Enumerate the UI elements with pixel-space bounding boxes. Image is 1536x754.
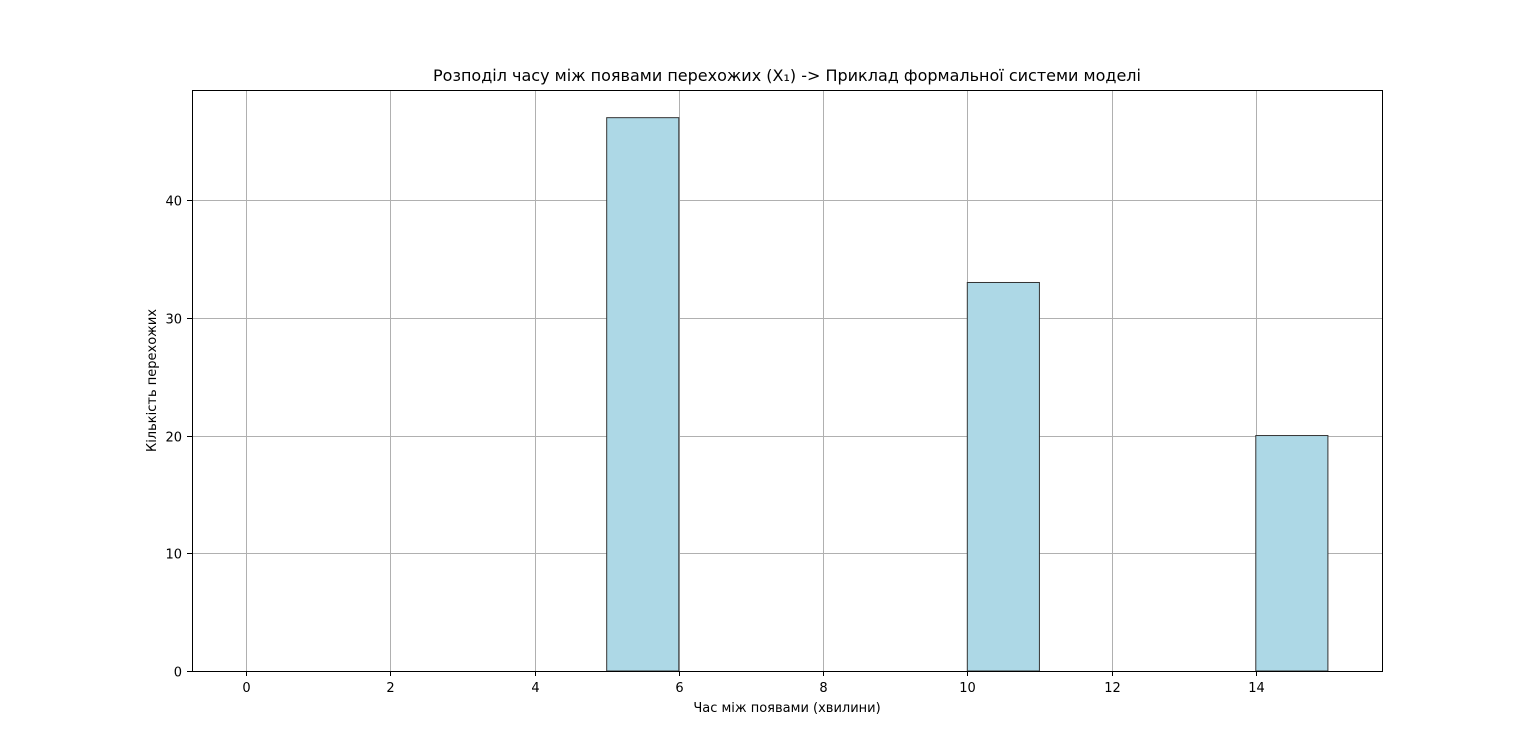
chart-title: Розподіл часу між появами перехожих (X₁)… bbox=[433, 66, 1141, 85]
histogram-bar-2 bbox=[1255, 435, 1329, 672]
x-tick-label-7: 14 bbox=[1248, 681, 1265, 696]
y-axis-title: Кількість перехожих bbox=[145, 309, 160, 452]
x-tick-label-3: 6 bbox=[675, 681, 683, 696]
x-tick-label-6: 12 bbox=[1104, 681, 1121, 696]
bars-layer bbox=[606, 117, 1329, 672]
y-tick-label-0: 0 bbox=[174, 666, 182, 681]
histogram-bar-0 bbox=[606, 117, 680, 672]
x-tick-label-5: 10 bbox=[959, 681, 976, 696]
x-tick-label-2: 4 bbox=[531, 681, 539, 696]
x-tick-label-0: 0 bbox=[242, 681, 250, 696]
y-tick-label-2: 20 bbox=[165, 431, 182, 446]
y-tick-label-1: 10 bbox=[165, 548, 182, 563]
x-axis-title: Час між появами (хвилини) bbox=[693, 701, 880, 716]
histogram-bar-1 bbox=[966, 281, 1040, 672]
y-tick-label-4: 40 bbox=[165, 195, 182, 210]
x-tick-label-1: 2 bbox=[386, 681, 394, 696]
plot-frame bbox=[192, 90, 1383, 672]
y-tick-label-3: 30 bbox=[165, 313, 182, 328]
x-tick-label-4: 8 bbox=[819, 681, 827, 696]
ticks-layer: 0 2 4 6 8 10 12 14 0 10 20 30 40 bbox=[165, 195, 1264, 697]
